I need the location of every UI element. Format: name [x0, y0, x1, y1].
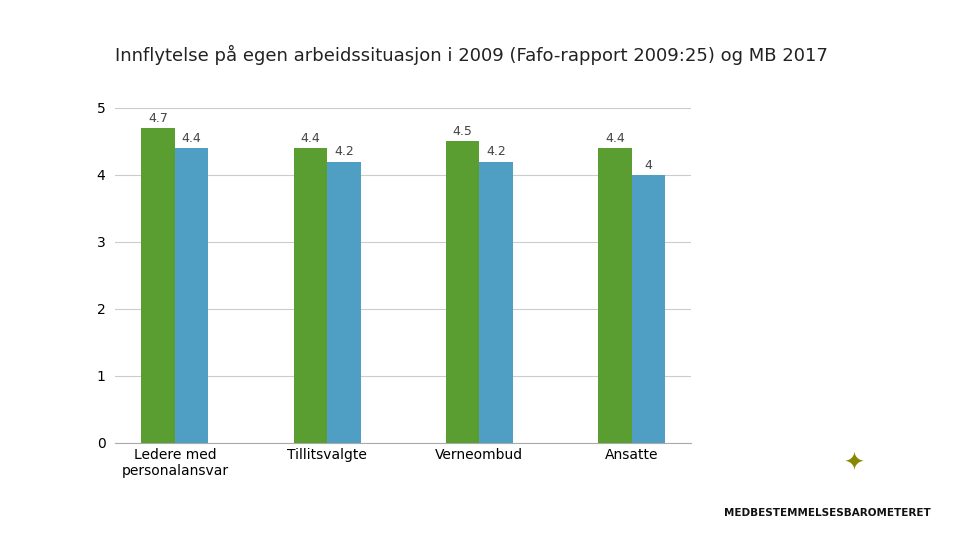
Text: 4.4: 4.4: [300, 132, 321, 145]
Bar: [632, 175, 665, 443]
Bar: [327, 161, 361, 443]
Text: MEDBESTEMMELSESBAROMETERET: MEDBESTEMMELSESBAROMETERET: [725, 508, 931, 518]
Text: 4.2: 4.2: [334, 145, 353, 158]
Text: 4: 4: [644, 159, 652, 172]
Bar: [598, 148, 632, 443]
Text: ✦: ✦: [844, 451, 865, 475]
Text: 4.2: 4.2: [486, 145, 506, 158]
Text: 4.4: 4.4: [605, 132, 625, 145]
Bar: [175, 148, 208, 443]
Bar: [445, 141, 479, 443]
Bar: [294, 148, 327, 443]
Text: Innflytelse på egen arbeidssituasjon i 2009 (Fafo-rapport 2009:25) og MB 2017: Innflytelse på egen arbeidssituasjon i 2…: [115, 45, 828, 65]
Bar: [479, 161, 513, 443]
Text: 4.7: 4.7: [148, 112, 168, 125]
Text: 4.4: 4.4: [181, 132, 202, 145]
Bar: [141, 128, 175, 443]
Text: 4.5: 4.5: [452, 125, 472, 138]
